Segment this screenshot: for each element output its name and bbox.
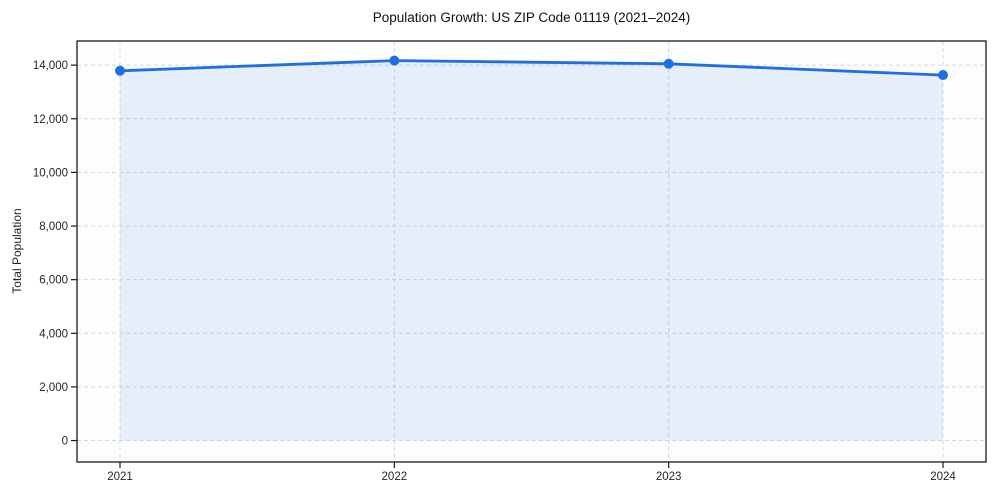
x-tick-label: 2024 [930, 471, 956, 483]
y-tick-label: 10,000 [33, 167, 68, 179]
plot-border [76, 40, 987, 463]
data-point-marker [663, 58, 674, 69]
y-tick-label: 4,000 [39, 328, 68, 340]
data-point-marker [389, 55, 400, 66]
x-tick-label: 2023 [656, 471, 682, 483]
y-tick-label: 2,000 [39, 382, 68, 394]
y-tick-label: 6,000 [39, 275, 68, 287]
y-tick-label: 0 [62, 436, 68, 448]
y-tick-label: 8,000 [39, 221, 68, 233]
y-tick-label: 14,000 [33, 60, 68, 72]
x-tick-label: 2022 [382, 471, 408, 483]
plot-area [77, 41, 986, 462]
chart-title: Population Growth: US ZIP Code 01119 (20… [372, 10, 691, 25]
x-tick-label: 2021 [107, 471, 133, 483]
series-line [118, 59, 945, 77]
data-point-marker [115, 65, 125, 76]
area-fill [120, 60, 943, 441]
data-point-marker [938, 70, 948, 81]
y-tick-label: 12,000 [33, 114, 68, 126]
